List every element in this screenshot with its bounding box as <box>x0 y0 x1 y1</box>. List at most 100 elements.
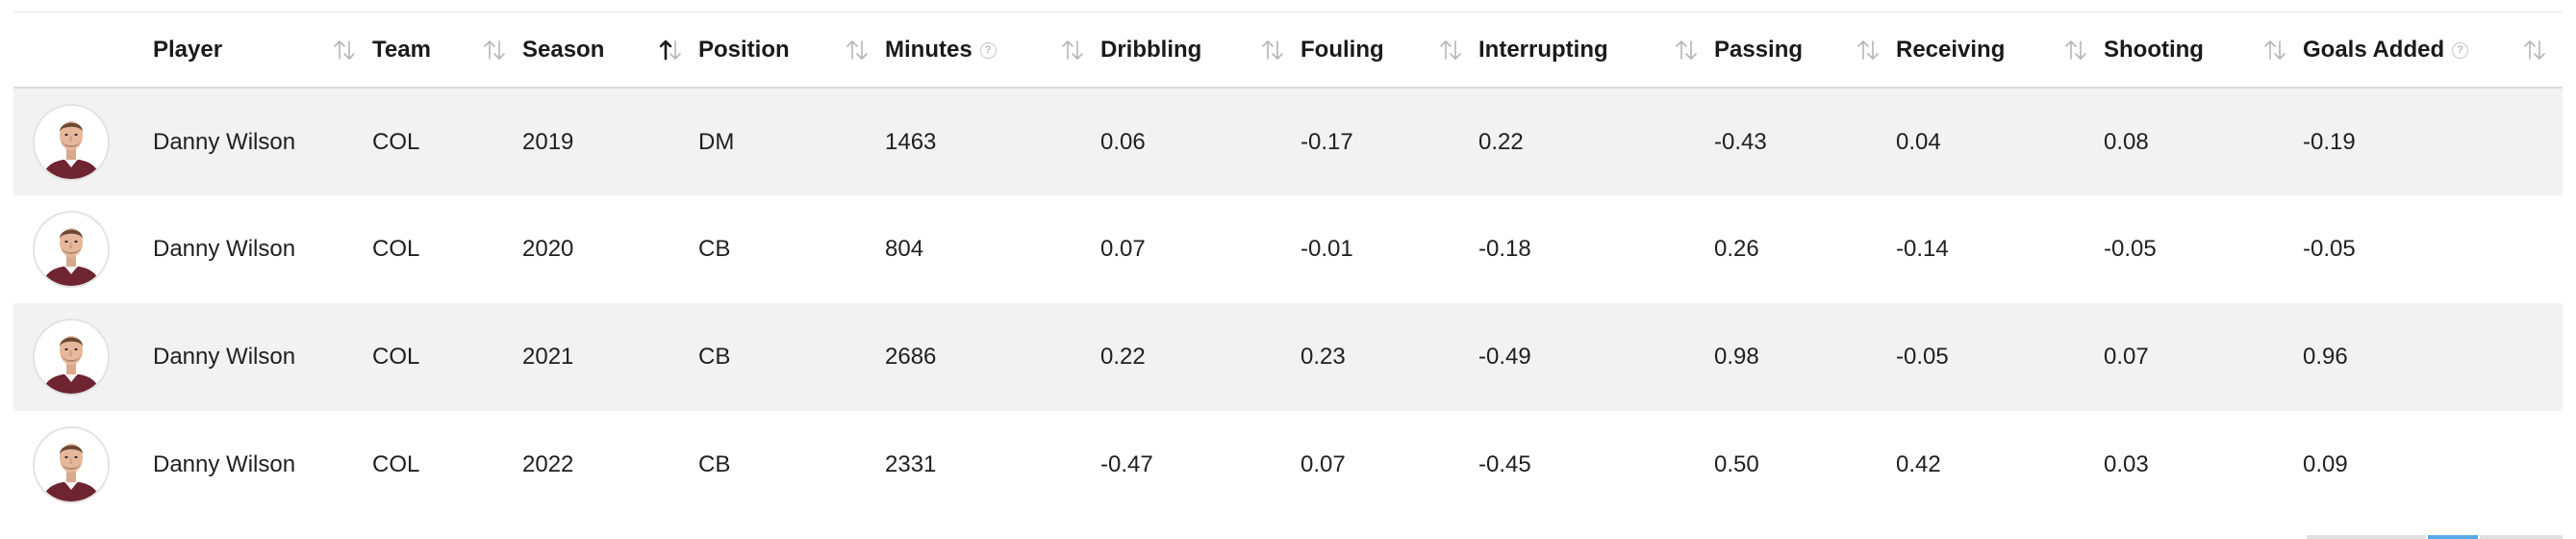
column-header-label: Minutes <box>885 37 972 63</box>
column-header-content: Receiving <box>1896 13 2104 87</box>
cell-fouling: -0.01 <box>1301 236 1353 262</box>
cell-position: CB <box>698 236 731 262</box>
avatar-cell <box>13 88 153 195</box>
cell-shooting: 0.07 <box>2104 344 2149 370</box>
table-row[interactable]: Danny Wilson COL 2020 CB 804 0.07 -0.01 -0.18 0.… <box>13 195 2563 303</box>
avatar[interactable] <box>33 211 110 288</box>
cell-player[interactable]: Danny Wilson <box>153 128 296 155</box>
sort-arrows-icon[interactable] <box>2522 38 2547 62</box>
cell-dribbling: 0.22 <box>1100 344 1146 370</box>
column-header-season[interactable]: Season <box>522 13 698 89</box>
cell-team[interactable]: COL <box>372 451 420 477</box>
column-header-interrupting[interactable]: Interrupting <box>1478 13 1714 89</box>
cell-player[interactable]: Danny Wilson <box>153 344 296 370</box>
column-header-content: Player <box>153 13 372 87</box>
sort-arrows-icon[interactable] <box>2262 38 2287 62</box>
column-header-label: Receiving <box>1896 37 2006 63</box>
column-header-content: Minutes? <box>885 13 1100 87</box>
column-header-receiving[interactable]: Receiving <box>1896 13 2104 89</box>
column-header-dribbling[interactable]: Dribbling <box>1100 13 1301 89</box>
pagination-track-left[interactable] <box>2307 535 2426 539</box>
sort-arrows-icon[interactable] <box>332 38 357 62</box>
cell-position: CB <box>698 451 731 477</box>
avatar[interactable] <box>33 319 110 396</box>
table-header-row: Player Team Season Position Minutes? Dribblin… <box>13 13 2563 89</box>
cell-shooting: 0.08 <box>2104 128 2149 155</box>
sort-arrows-icon[interactable] <box>2063 38 2088 62</box>
info-circle-icon[interactable]: ? <box>979 41 997 59</box>
sort-arrows-icon[interactable] <box>1260 38 1285 62</box>
column-header-content: Goals Added? <box>2303 13 2563 87</box>
column-header-content: Team <box>372 13 522 87</box>
column-header-label: Season <box>522 37 605 63</box>
avatar[interactable] <box>33 103 110 181</box>
column-header-content: Fouling <box>1301 13 1478 87</box>
column-header-label: Dribbling <box>1100 37 1202 63</box>
column-header-content: Position <box>698 13 885 87</box>
column-header-goals-added[interactable]: Goals Added? <box>2303 13 2563 89</box>
column-header-team[interactable]: Team <box>372 13 522 89</box>
sort-arrows-icon[interactable] <box>482 38 507 62</box>
column-header-label: Fouling <box>1301 37 1384 63</box>
cell-fouling: 0.07 <box>1301 451 1346 477</box>
cell-passing: 0.98 <box>1714 344 1759 370</box>
avatar[interactable] <box>33 426 110 503</box>
cell-dribbling: 0.07 <box>1100 236 1146 262</box>
column-header-avatar <box>13 13 153 89</box>
column-header-label: Interrupting <box>1478 37 1608 63</box>
cell-season: 2019 <box>522 128 574 155</box>
sort-arrows-icon[interactable] <box>1674 38 1699 62</box>
pagination-track-right[interactable] <box>2480 535 2563 539</box>
column-header-content: Dribbling <box>1100 13 1301 87</box>
cell-season: 2021 <box>522 344 574 370</box>
column-header-label: Passing <box>1714 37 1804 63</box>
table-row[interactable]: Danny Wilson COL 2021 CB 2686 0.22 0.23 -0.49 0.… <box>13 303 2563 411</box>
cell-minutes: 2331 <box>885 451 937 477</box>
avatar-cell <box>13 195 153 303</box>
cell-position: CB <box>698 344 731 370</box>
column-header-label: Goals Added <box>2303 37 2445 63</box>
cell-position: DM <box>698 128 735 155</box>
cell-interrupting: -0.49 <box>1478 344 1531 370</box>
cell-team[interactable]: COL <box>372 236 420 262</box>
cell-team[interactable]: COL <box>372 344 420 370</box>
sort-arrows-icon[interactable] <box>1438 38 1463 62</box>
cell-shooting: -0.05 <box>2104 236 2157 262</box>
column-header-shooting[interactable]: Shooting <box>2104 13 2303 89</box>
cell-player[interactable]: Danny Wilson <box>153 451 296 477</box>
cell-fouling: -0.17 <box>1301 128 1353 155</box>
cell-goals-added: 0.96 <box>2303 344 2348 370</box>
avatar-cell <box>13 411 153 519</box>
sort-arrows-icon[interactable] <box>1060 38 1085 62</box>
cell-passing: 0.50 <box>1714 451 1759 477</box>
cell-interrupting: -0.45 <box>1478 451 1531 477</box>
column-header-player[interactable]: Player <box>153 13 372 89</box>
table-row[interactable]: Danny Wilson COL 2022 CB 2331 -0.47 0.07 -0.45 0… <box>13 411 2563 519</box>
cell-minutes: 1463 <box>885 128 937 155</box>
cell-interrupting: -0.18 <box>1478 236 1531 262</box>
cell-passing: -0.43 <box>1714 128 1767 155</box>
cell-player[interactable]: Danny Wilson <box>153 236 296 262</box>
cell-fouling: 0.23 <box>1301 344 1346 370</box>
column-header-fouling[interactable]: Fouling <box>1301 13 1478 89</box>
column-header-content: Passing <box>1714 13 1896 87</box>
column-header-content: Season <box>522 13 698 87</box>
cell-receiving: 0.42 <box>1896 451 1941 477</box>
cell-goals-added: -0.19 <box>2303 128 2356 155</box>
cell-dribbling: -0.47 <box>1100 451 1153 477</box>
column-header-passing[interactable]: Passing <box>1714 13 1896 89</box>
cell-season: 2020 <box>522 236 574 262</box>
sort-arrows-icon[interactable] <box>1856 38 1881 62</box>
cell-interrupting: 0.22 <box>1478 128 1524 155</box>
cell-minutes: 2686 <box>885 344 937 370</box>
sort-ascending-icon[interactable] <box>658 38 683 62</box>
info-circle-icon[interactable]: ? <box>2452 41 2469 59</box>
table-row[interactable]: Danny Wilson COL 2019 DM 1463 0.06 -0.17 0.22 -0… <box>13 88 2563 195</box>
pagination-active-page[interactable] <box>2428 535 2478 539</box>
sort-arrows-icon[interactable] <box>845 38 870 62</box>
column-header-label: Team <box>372 37 431 63</box>
cell-team[interactable]: COL <box>372 128 420 155</box>
column-header-minutes[interactable]: Minutes? <box>885 13 1100 89</box>
column-header-position[interactable]: Position <box>698 13 885 89</box>
cell-minutes: 804 <box>885 236 924 262</box>
